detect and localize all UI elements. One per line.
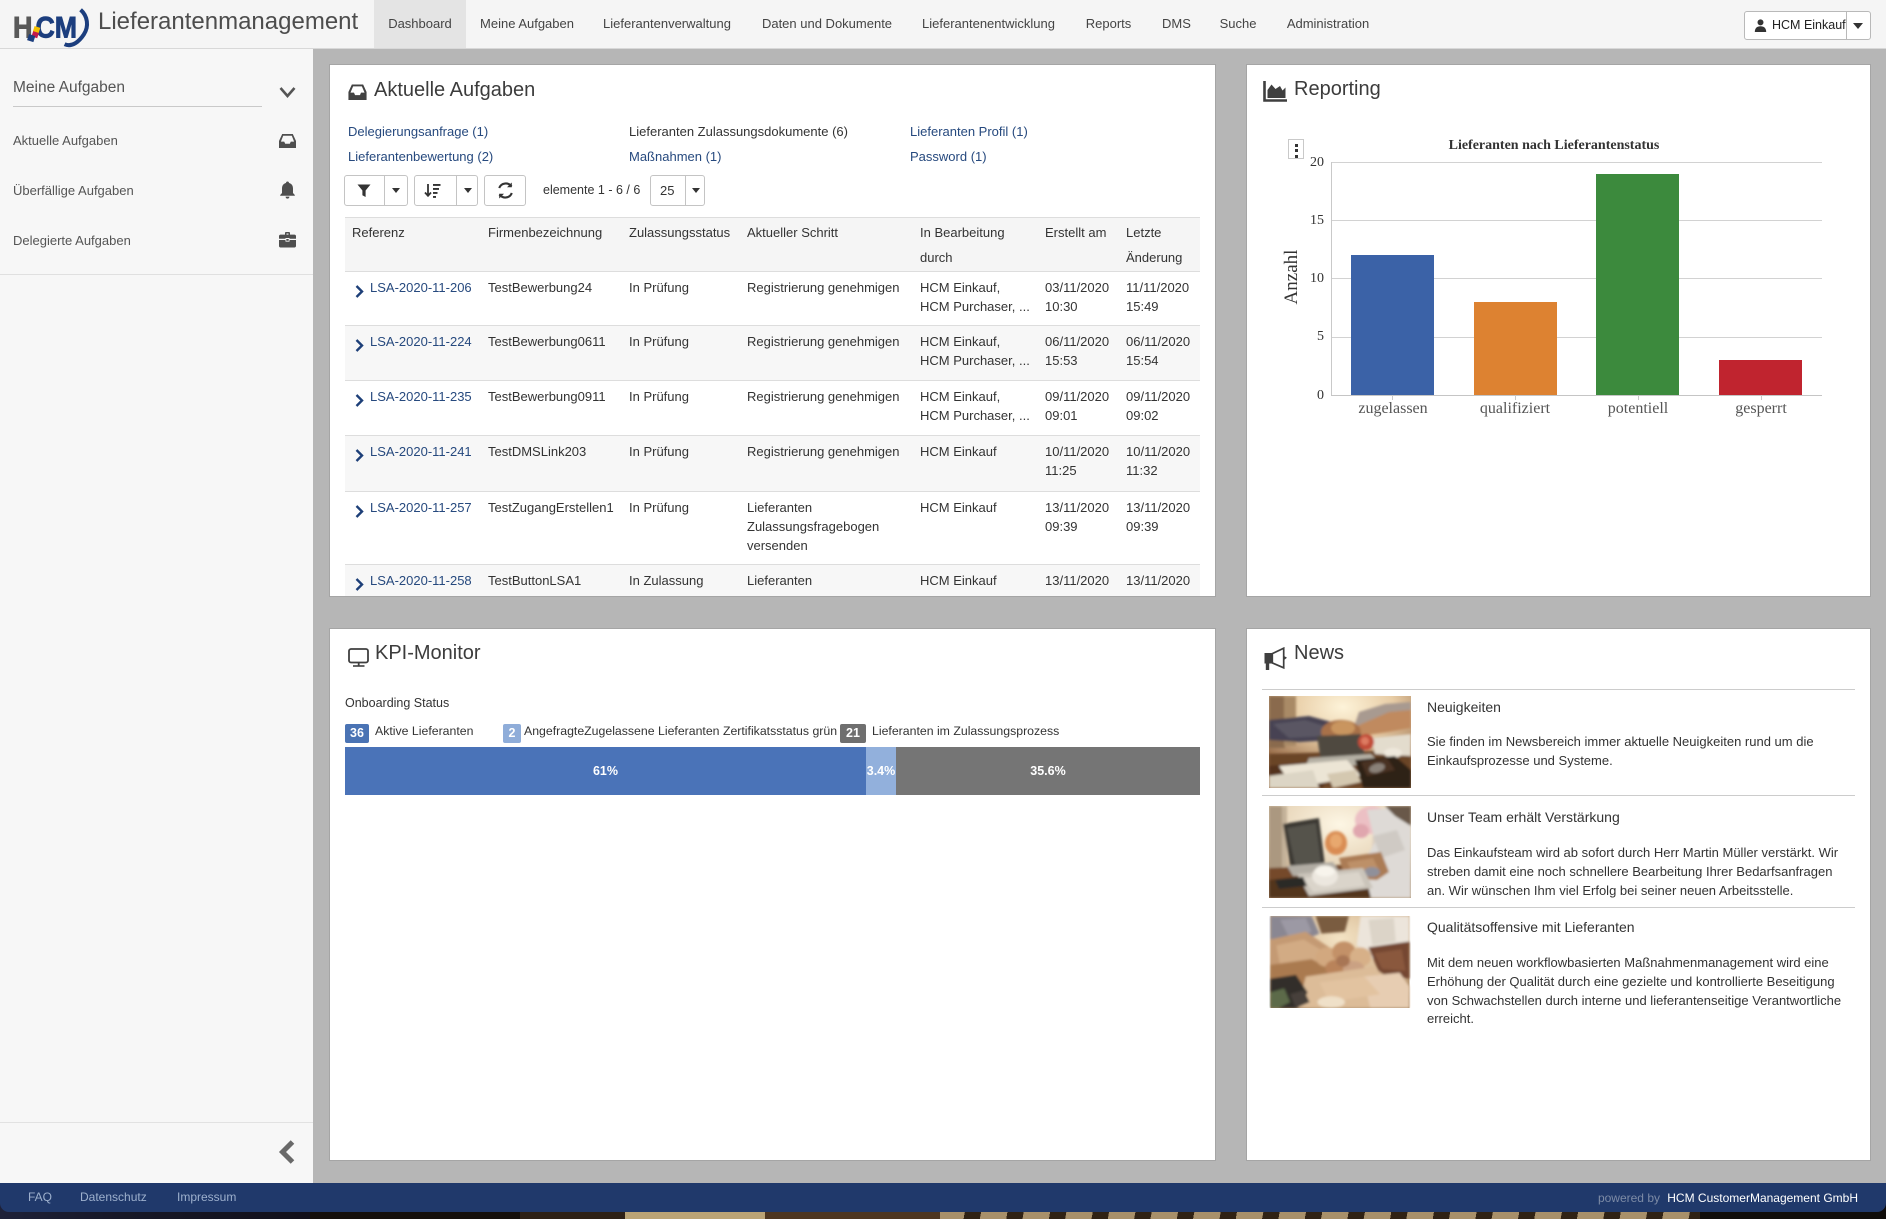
svg-text:H: H: [13, 12, 33, 45]
svg-text:CM: CM: [36, 12, 78, 45]
